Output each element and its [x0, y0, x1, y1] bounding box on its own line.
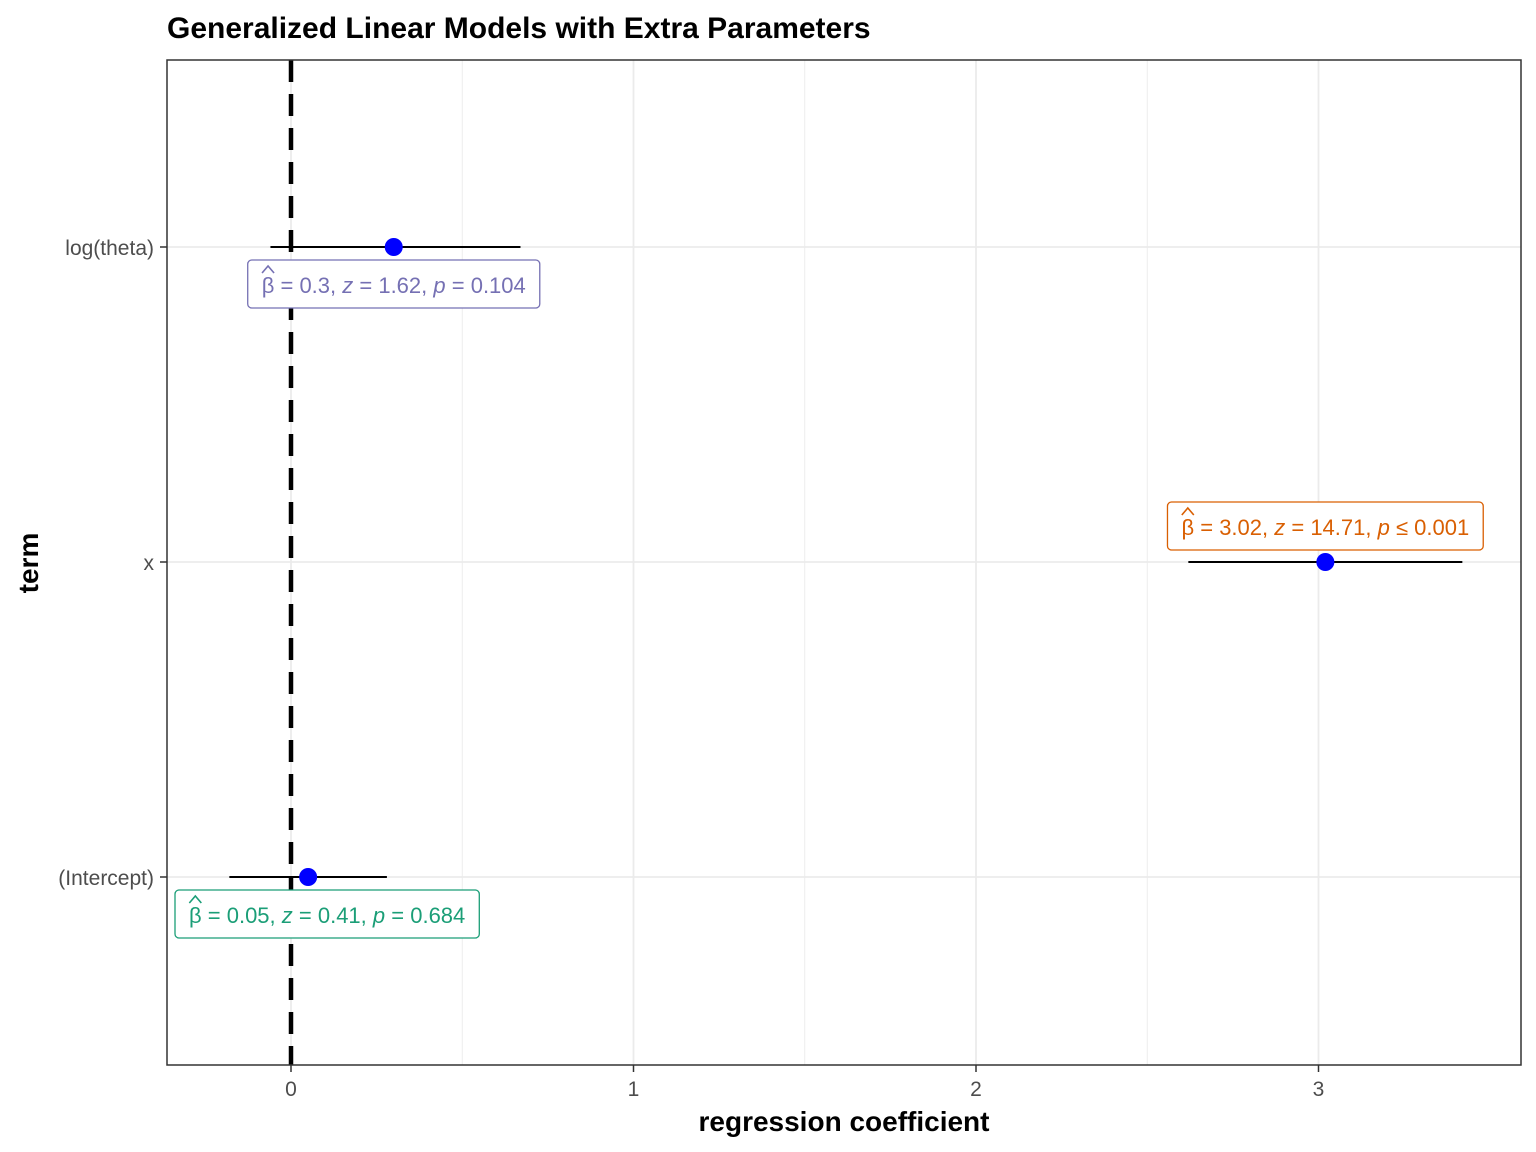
- annotation-box: [1166, 501, 1484, 551]
- x-axis-title: regression coefficient: [699, 1106, 990, 1137]
- y-tick-label: (Intercept): [58, 867, 154, 890]
- beta-hat-icon: [1181, 506, 1195, 516]
- annotation-text: β = 3.02, z = 14.71, p ≤ 0.001: [1181, 515, 1469, 540]
- data-marks: [229, 238, 1463, 886]
- estimate-point: [299, 868, 318, 886]
- annotation-label: β = 0.3, z = 1.62, p = 0.104: [247, 259, 541, 309]
- x-tick-label: 1: [628, 1078, 640, 1101]
- annotation-text: β = 0.3, z = 1.62, p = 0.104: [262, 273, 526, 298]
- x-tick-label: 0: [285, 1078, 297, 1101]
- annotation-label: β = 3.02, z = 14.71, p ≤ 0.001: [1166, 501, 1484, 551]
- beta-hat-icon: [261, 264, 275, 274]
- annotation-label: β = 0.05, z = 0.41, p = 0.684: [174, 889, 480, 939]
- y-axis-title: term: [13, 533, 44, 594]
- estimate-point: [384, 238, 403, 256]
- annotation-box: [174, 889, 480, 939]
- y-tick-label: x: [144, 552, 155, 575]
- annotation-labels: β = 0.05, z = 0.41, p = 0.684 β = 3.02, z…: [174, 259, 1484, 939]
- beta-hat-icon: [188, 894, 202, 904]
- y-tick-label: log(theta): [65, 237, 154, 260]
- chart-title: Generalized Linear Models with Extra Par…: [167, 12, 871, 45]
- annotation-box: [247, 259, 541, 309]
- x-tick-label: 2: [970, 1078, 982, 1101]
- x-axis: 0 1 2 3: [285, 1065, 1324, 1101]
- annotation-text: β = 0.05, z = 0.41, p = 0.684: [189, 903, 465, 928]
- y-axis: (Intercept) x log(theta): [58, 237, 167, 890]
- x-tick-label: 3: [1313, 1078, 1325, 1101]
- estimate-point: [1316, 553, 1335, 571]
